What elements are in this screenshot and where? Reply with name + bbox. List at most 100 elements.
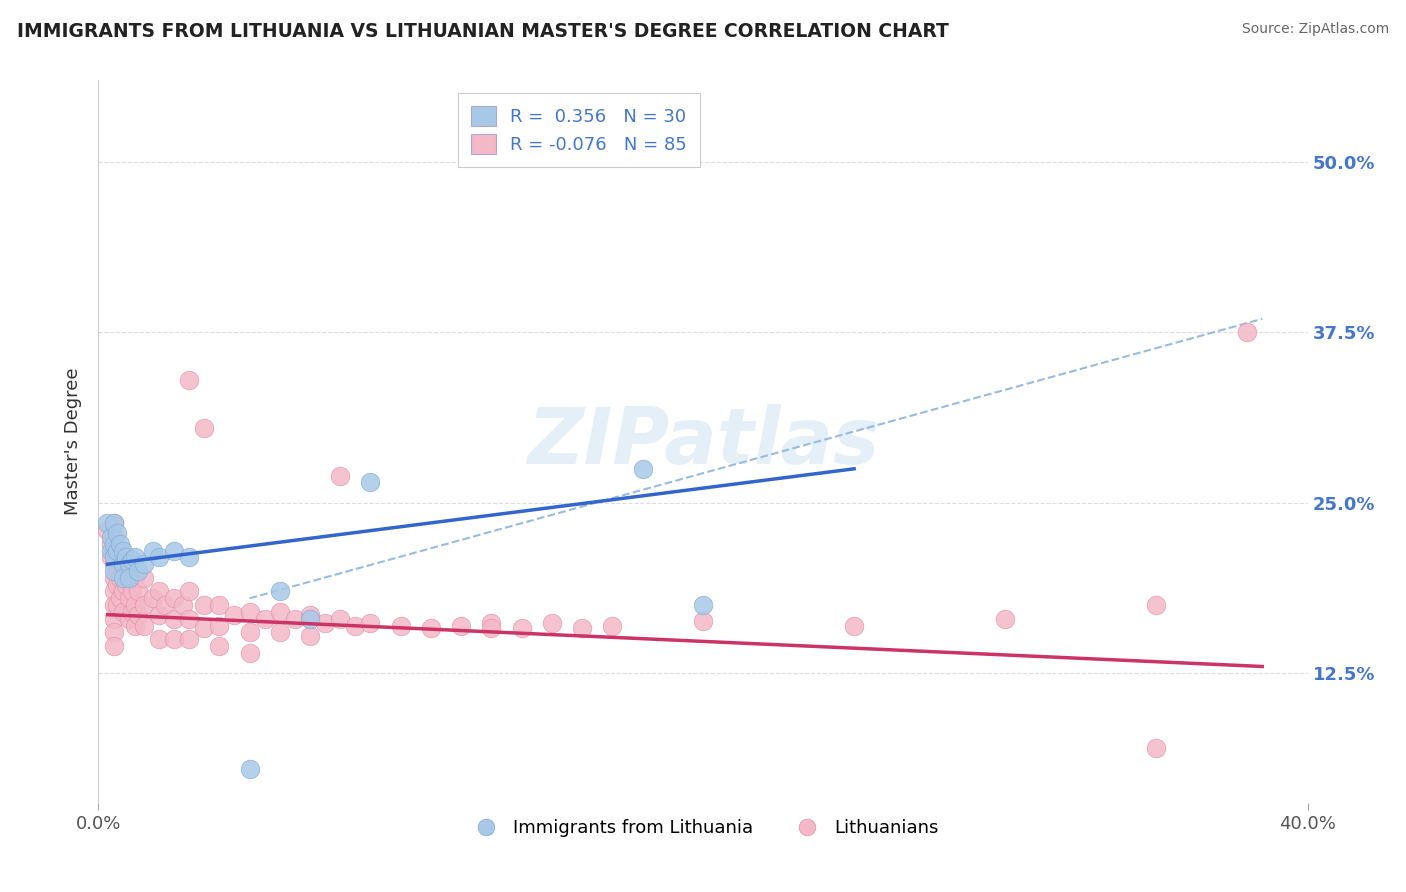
Point — [103, 584, 125, 599]
Point — [239, 605, 262, 619]
Point — [103, 530, 125, 544]
Point — [96, 523, 118, 537]
Point — [163, 591, 186, 606]
Point — [269, 605, 291, 619]
Point — [103, 543, 125, 558]
Point — [114, 577, 136, 591]
Point — [103, 537, 125, 551]
Point — [108, 537, 131, 551]
Point — [239, 625, 262, 640]
Point — [124, 618, 146, 632]
Point — [142, 543, 165, 558]
Point — [111, 543, 134, 558]
Point — [299, 607, 322, 622]
Point — [103, 558, 125, 572]
Point — [481, 615, 503, 630]
Point — [103, 625, 125, 640]
Text: ZIPatlas: ZIPatlas — [527, 403, 879, 480]
Point — [118, 571, 141, 585]
Point — [124, 598, 146, 612]
Point — [420, 621, 443, 635]
Y-axis label: Master's Degree: Master's Degree — [65, 368, 83, 516]
Point — [329, 612, 352, 626]
Point — [121, 605, 143, 619]
Point — [163, 612, 186, 626]
Point — [105, 525, 128, 540]
Point — [127, 584, 149, 599]
Point — [132, 618, 155, 632]
Point — [103, 612, 125, 626]
Point — [124, 571, 146, 585]
Point — [360, 615, 382, 630]
Point — [994, 612, 1017, 626]
Point — [153, 598, 176, 612]
Point — [124, 550, 146, 565]
Point — [284, 612, 307, 626]
Legend: Immigrants from Lithuania, Lithuanians: Immigrants from Lithuania, Lithuanians — [460, 812, 946, 845]
Point — [179, 632, 201, 647]
Point — [108, 550, 131, 565]
Point — [481, 621, 503, 635]
Point — [108, 591, 131, 606]
Point — [111, 558, 134, 572]
Point — [208, 618, 231, 632]
Point — [360, 475, 382, 490]
Point — [103, 516, 125, 531]
Point — [100, 537, 122, 551]
Point — [163, 543, 186, 558]
Point — [179, 550, 201, 565]
Point — [1236, 326, 1258, 340]
Point — [239, 646, 262, 660]
Point — [389, 618, 412, 632]
Point — [602, 618, 624, 632]
Point — [692, 615, 714, 629]
Point — [299, 612, 322, 626]
Point — [172, 598, 194, 612]
Point — [132, 571, 155, 585]
Point — [329, 468, 352, 483]
Point — [179, 584, 201, 599]
Point — [121, 584, 143, 599]
Point — [118, 558, 141, 572]
Point — [148, 550, 170, 565]
Point — [103, 598, 125, 612]
Point — [111, 558, 134, 572]
Point — [121, 553, 143, 567]
Point — [118, 591, 141, 606]
Point — [253, 612, 276, 626]
Point — [100, 550, 122, 565]
Point — [148, 607, 170, 622]
Point — [103, 550, 125, 565]
Point — [571, 621, 593, 635]
Point — [105, 543, 128, 558]
Point — [111, 571, 134, 585]
Point — [103, 571, 125, 585]
Point — [132, 558, 155, 572]
Point — [132, 598, 155, 612]
Point — [111, 584, 134, 599]
Point — [692, 598, 714, 612]
Point — [208, 598, 231, 612]
Point — [163, 632, 186, 647]
Point — [103, 564, 125, 578]
Point — [631, 462, 654, 476]
Point — [148, 584, 170, 599]
Text: Source: ZipAtlas.com: Source: ZipAtlas.com — [1241, 22, 1389, 37]
Point — [103, 639, 125, 653]
Point — [1144, 598, 1167, 612]
Point — [127, 564, 149, 578]
Point — [103, 516, 125, 531]
Point — [105, 598, 128, 612]
Point — [111, 605, 134, 619]
Point — [510, 621, 533, 635]
Text: IMMIGRANTS FROM LITHUANIA VS LITHUANIAN MASTER'S DEGREE CORRELATION CHART: IMMIGRANTS FROM LITHUANIA VS LITHUANIAN … — [17, 22, 949, 41]
Point — [269, 625, 291, 640]
Point — [142, 591, 165, 606]
Point — [118, 612, 141, 626]
Point — [450, 618, 472, 632]
Point — [844, 618, 866, 632]
Point — [118, 564, 141, 578]
Point — [105, 564, 128, 578]
Point — [224, 607, 246, 622]
Point — [108, 571, 131, 585]
